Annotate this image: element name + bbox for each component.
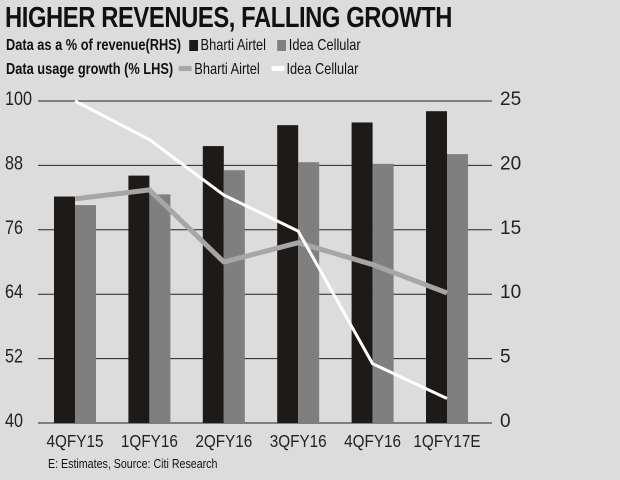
right-tick-label: 5 bbox=[500, 347, 511, 368]
x-tick-label: 4QFY15 bbox=[47, 431, 104, 451]
legend-swatch-idea-line bbox=[271, 66, 285, 71]
source-note: E: Estimates, Source: Citi Research bbox=[48, 456, 218, 471]
bar-bharti bbox=[277, 125, 299, 424]
left-tick-label: 88 bbox=[5, 152, 23, 174]
legend-bharti-line: Bharti Airtel bbox=[194, 61, 260, 78]
legend-swatch-bharti-line bbox=[179, 66, 192, 71]
left-tick-label: 40 bbox=[5, 410, 23, 432]
right-tick-label: 10 bbox=[500, 282, 521, 303]
bar-legend: Data as a % of revenue(RHS) Bharti Airte… bbox=[6, 37, 361, 55]
bar-idea bbox=[372, 163, 394, 424]
x-tick-label: 4QFY16 bbox=[344, 431, 401, 451]
legend-idea-bar: Idea Cellular bbox=[288, 37, 361, 54]
right-tick-label: 0 bbox=[500, 411, 511, 432]
legend-swatch-idea-bar bbox=[277, 40, 287, 51]
bar-idea bbox=[447, 154, 468, 423]
x-tick-label: 1QFY16 bbox=[121, 431, 178, 451]
chart-title: HIGHER REVENUES, FALLING GROWTH bbox=[5, 2, 453, 34]
legend-bharti-bar: Bharti Airtel bbox=[200, 37, 266, 54]
right-tick-label: 15 bbox=[500, 218, 521, 239]
line-idea bbox=[74, 99, 448, 400]
bar-bharti bbox=[202, 146, 224, 423]
line-legend-label: Data usage growth (% LHS) bbox=[6, 61, 174, 78]
bar-idea bbox=[75, 205, 96, 423]
bar-bharti bbox=[351, 122, 373, 423]
x-tick-label: 3QFY16 bbox=[270, 431, 327, 451]
legend-idea-line: Idea Cellular bbox=[286, 61, 359, 78]
legend-swatch-bharti-bar bbox=[189, 40, 199, 51]
left-tick-label: 100 bbox=[5, 88, 32, 110]
bar-idea bbox=[298, 162, 320, 423]
line-bharti bbox=[74, 187, 448, 296]
left-tick-label: 64 bbox=[5, 281, 23, 303]
bar-idea bbox=[223, 170, 245, 423]
bar-idea bbox=[149, 194, 171, 423]
left-tick-label: 52 bbox=[5, 345, 23, 367]
x-tick-label: 2QFY16 bbox=[195, 431, 252, 451]
bar-legend-label: Data as a % of revenue(RHS) bbox=[6, 37, 181, 54]
left-tick-label: 76 bbox=[5, 217, 23, 239]
line-legend: Data usage growth (% LHS) Bharti Airtel … bbox=[6, 61, 358, 79]
bar-bharti bbox=[426, 111, 447, 424]
x-tick-label: 1QFY17E bbox=[413, 431, 480, 451]
right-tick-label: 25 bbox=[500, 89, 521, 110]
bar-bharti bbox=[128, 175, 150, 423]
right-tick-label: 20 bbox=[500, 153, 521, 174]
bar-bharti bbox=[54, 196, 75, 423]
